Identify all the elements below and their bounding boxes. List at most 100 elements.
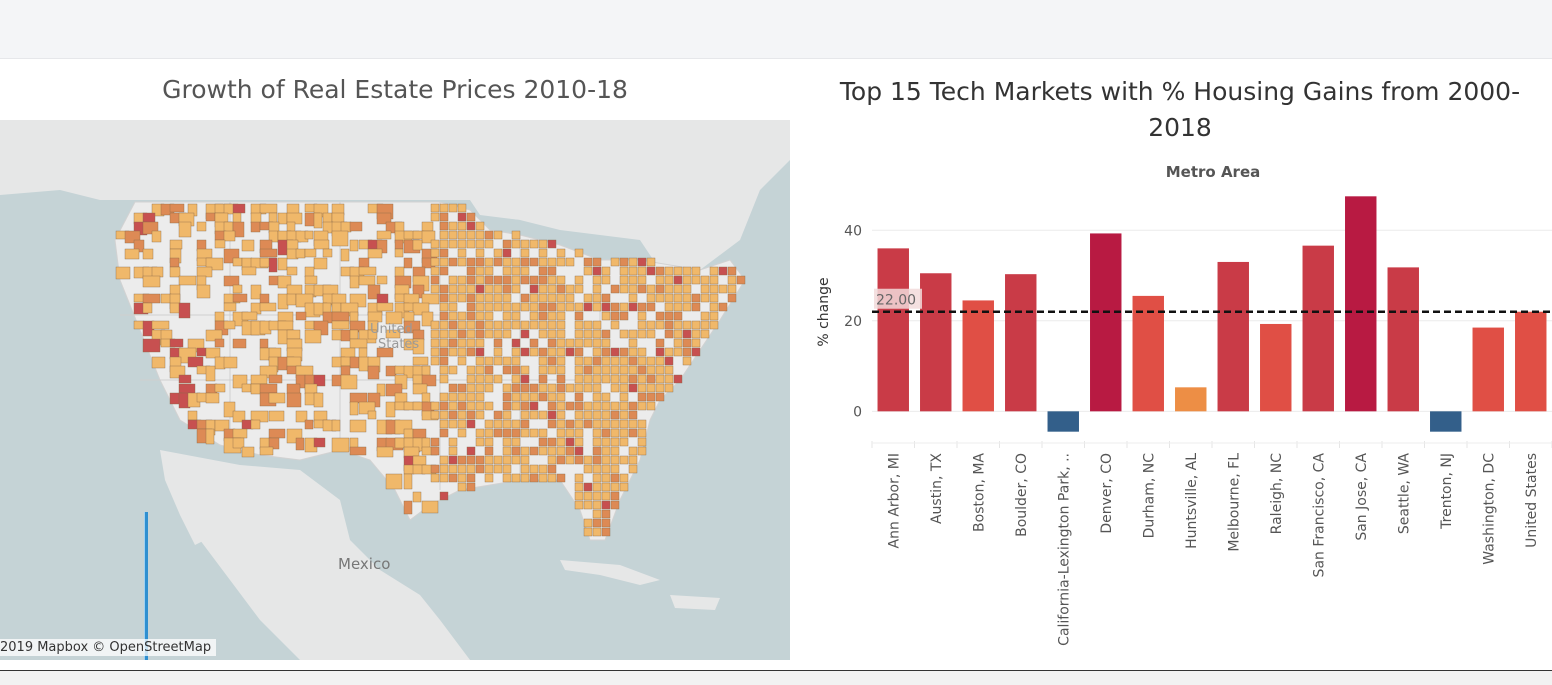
county-patch[interactable] [457, 203, 467, 213]
county-patch[interactable] [448, 419, 458, 429]
county-patch[interactable] [529, 338, 539, 348]
county-patch[interactable] [592, 302, 602, 312]
county-patch[interactable] [655, 293, 665, 303]
county-patch[interactable] [520, 266, 530, 276]
county-patch[interactable] [538, 428, 548, 438]
county-patch[interactable] [385, 365, 397, 377]
county-patch[interactable] [529, 239, 539, 249]
county-patch[interactable] [628, 356, 638, 366]
county-patch[interactable] [574, 401, 584, 411]
county-patch[interactable] [466, 392, 476, 402]
county-patch[interactable] [574, 338, 584, 348]
county-patch[interactable] [646, 320, 656, 330]
county-patch[interactable] [619, 428, 629, 438]
county-patch[interactable] [538, 275, 548, 285]
county-patch[interactable] [268, 257, 278, 273]
county-patch[interactable] [457, 473, 467, 483]
county-patch[interactable] [421, 311, 434, 327]
county-patch[interactable] [493, 284, 503, 294]
county-patch[interactable] [367, 329, 378, 340]
county-patch[interactable] [205, 392, 220, 404]
county-patch[interactable] [709, 302, 719, 312]
county-patch[interactable] [457, 338, 467, 348]
county-patch[interactable] [304, 329, 322, 344]
county-patch[interactable] [520, 410, 530, 420]
county-patch[interactable] [547, 302, 557, 312]
county-patch[interactable] [439, 212, 449, 222]
county-patch[interactable] [466, 455, 476, 465]
county-patch[interactable] [538, 347, 548, 357]
county-patch[interactable] [718, 302, 728, 312]
county-patch[interactable] [619, 347, 629, 357]
county-patch[interactable] [493, 329, 503, 339]
county-patch[interactable] [331, 320, 350, 330]
county-patch[interactable] [592, 338, 602, 348]
county-patch[interactable] [169, 266, 181, 278]
county-patch[interactable] [628, 347, 638, 357]
county-patch[interactable] [376, 383, 386, 397]
county-patch[interactable] [583, 320, 593, 330]
county-patch[interactable] [511, 311, 521, 321]
county-patch[interactable] [439, 239, 449, 249]
county-patch[interactable] [700, 320, 710, 330]
county-patch[interactable] [628, 428, 638, 438]
county-patch[interactable] [628, 266, 638, 276]
county-patch[interactable] [475, 293, 485, 303]
county-patch[interactable] [574, 446, 584, 456]
county-patch[interactable] [673, 338, 683, 348]
county-patch[interactable] [601, 374, 611, 384]
county-patch[interactable] [565, 401, 575, 411]
county-patch[interactable] [286, 383, 301, 395]
county-patch[interactable] [601, 266, 611, 276]
county-patch[interactable] [457, 329, 467, 339]
county-patch[interactable] [133, 320, 145, 330]
county-patch[interactable] [538, 311, 548, 321]
county-patch[interactable] [430, 347, 440, 357]
county-patch[interactable] [592, 266, 602, 276]
county-patch[interactable] [484, 293, 494, 303]
county-patch[interactable] [331, 302, 342, 314]
county-patch[interactable] [412, 338, 425, 355]
county-patch[interactable] [493, 356, 503, 366]
county-patch[interactable] [547, 383, 557, 393]
county-patch[interactable] [601, 473, 611, 483]
county-patch[interactable] [475, 284, 485, 294]
county-patch[interactable] [592, 365, 602, 375]
county-patch[interactable] [619, 266, 629, 276]
county-patch[interactable] [511, 428, 521, 438]
county-patch[interactable] [538, 329, 548, 339]
county-patch[interactable] [349, 239, 359, 252]
county-patch[interactable] [547, 338, 557, 348]
county-patch[interactable] [529, 257, 539, 267]
county-patch[interactable] [574, 248, 584, 258]
county-patch[interactable] [304, 230, 314, 240]
county-patch[interactable] [583, 491, 593, 501]
bar[interactable] [1430, 411, 1462, 432]
county-patch[interactable] [457, 383, 467, 393]
county-patch[interactable] [556, 338, 566, 348]
county-patch[interactable] [556, 257, 566, 267]
county-patch[interactable] [700, 329, 710, 339]
county-patch[interactable] [232, 338, 247, 349]
county-patch[interactable] [448, 239, 458, 249]
county-patch[interactable] [475, 347, 485, 357]
county-patch[interactable] [610, 374, 620, 384]
county-patch[interactable] [556, 365, 566, 375]
county-patch[interactable] [538, 356, 548, 366]
county-patch[interactable] [268, 410, 285, 422]
county-patch[interactable] [376, 302, 394, 312]
county-patch[interactable] [511, 446, 521, 456]
county-patch[interactable] [286, 266, 298, 276]
county-patch[interactable] [205, 212, 216, 222]
county-patch[interactable] [358, 275, 376, 286]
county-patch[interactable] [673, 374, 683, 384]
county-patch[interactable] [475, 374, 485, 384]
county-patch[interactable] [673, 302, 683, 312]
county-patch[interactable] [682, 302, 692, 312]
county-patch[interactable] [511, 401, 521, 411]
county-patch[interactable] [457, 410, 467, 420]
county-patch[interactable] [502, 320, 512, 330]
county-patch[interactable] [313, 392, 324, 408]
county-patch[interactable] [304, 320, 315, 330]
county-patch[interactable] [448, 455, 458, 465]
